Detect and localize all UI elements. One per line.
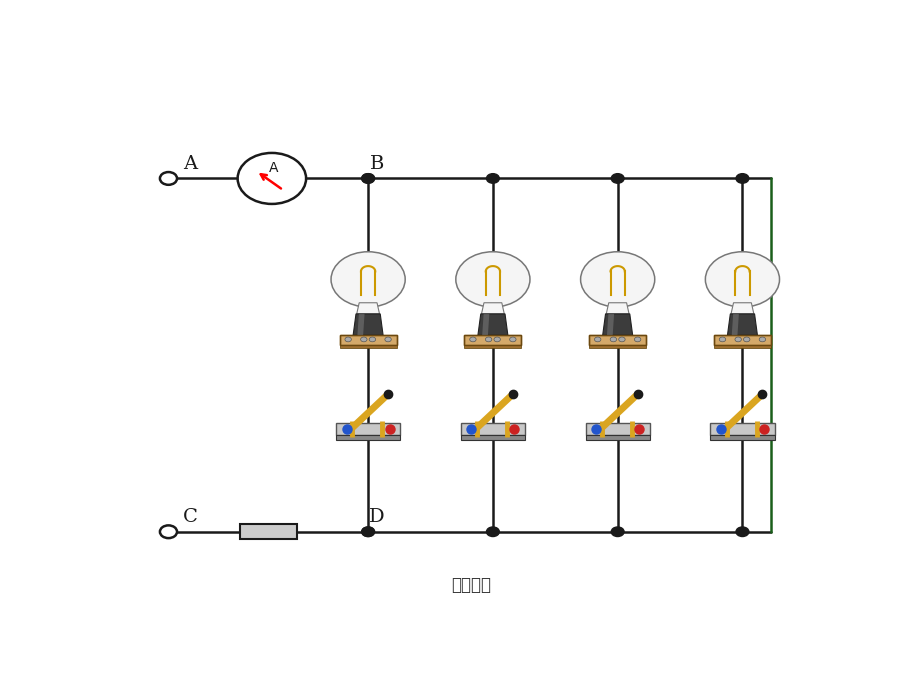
- Circle shape: [509, 337, 516, 342]
- Circle shape: [360, 337, 367, 342]
- Polygon shape: [481, 303, 504, 314]
- Text: A: A: [268, 161, 278, 175]
- Text: B: B: [369, 155, 383, 172]
- Circle shape: [494, 337, 500, 342]
- Polygon shape: [353, 314, 382, 335]
- Circle shape: [455, 252, 529, 307]
- Circle shape: [705, 252, 778, 307]
- FancyBboxPatch shape: [460, 435, 525, 440]
- FancyBboxPatch shape: [335, 435, 400, 440]
- FancyBboxPatch shape: [709, 435, 774, 440]
- Circle shape: [345, 337, 351, 342]
- FancyBboxPatch shape: [464, 335, 521, 345]
- Circle shape: [610, 527, 623, 537]
- Circle shape: [758, 337, 765, 342]
- Polygon shape: [357, 303, 380, 314]
- FancyBboxPatch shape: [588, 335, 645, 345]
- Circle shape: [743, 337, 749, 342]
- Polygon shape: [731, 303, 753, 314]
- Circle shape: [734, 337, 741, 342]
- Polygon shape: [727, 314, 756, 335]
- FancyBboxPatch shape: [339, 345, 396, 348]
- Circle shape: [361, 527, 374, 537]
- Polygon shape: [602, 314, 632, 335]
- Text: A: A: [183, 155, 197, 172]
- Circle shape: [618, 337, 625, 342]
- Circle shape: [735, 174, 748, 184]
- Circle shape: [160, 172, 176, 185]
- FancyBboxPatch shape: [240, 524, 297, 539]
- Circle shape: [384, 337, 391, 342]
- Circle shape: [594, 337, 600, 342]
- Polygon shape: [731, 314, 738, 335]
- Circle shape: [735, 527, 748, 537]
- Circle shape: [634, 337, 641, 342]
- FancyBboxPatch shape: [588, 345, 645, 348]
- FancyBboxPatch shape: [339, 335, 396, 345]
- Circle shape: [361, 527, 374, 537]
- Polygon shape: [357, 314, 364, 335]
- Circle shape: [369, 337, 375, 342]
- Circle shape: [580, 252, 654, 307]
- Circle shape: [609, 337, 616, 342]
- Circle shape: [470, 337, 476, 342]
- FancyBboxPatch shape: [464, 345, 521, 348]
- Polygon shape: [607, 314, 614, 335]
- Circle shape: [237, 153, 306, 204]
- Circle shape: [719, 337, 725, 342]
- Polygon shape: [477, 314, 507, 335]
- Circle shape: [485, 337, 492, 342]
- Polygon shape: [606, 303, 629, 314]
- Text: C: C: [182, 508, 197, 526]
- Circle shape: [610, 174, 623, 184]
- FancyBboxPatch shape: [335, 423, 400, 435]
- Circle shape: [486, 527, 499, 537]
- Text: 整理课件: 整理课件: [451, 576, 491, 594]
- Circle shape: [361, 174, 374, 184]
- Polygon shape: [482, 314, 489, 335]
- Circle shape: [361, 174, 374, 184]
- Circle shape: [160, 525, 176, 538]
- Circle shape: [331, 252, 404, 307]
- FancyBboxPatch shape: [460, 423, 525, 435]
- FancyBboxPatch shape: [709, 423, 774, 435]
- Circle shape: [486, 174, 499, 184]
- Text: D: D: [369, 508, 384, 526]
- FancyBboxPatch shape: [713, 335, 770, 345]
- FancyBboxPatch shape: [584, 423, 649, 435]
- FancyBboxPatch shape: [584, 435, 649, 440]
- FancyBboxPatch shape: [713, 345, 770, 348]
